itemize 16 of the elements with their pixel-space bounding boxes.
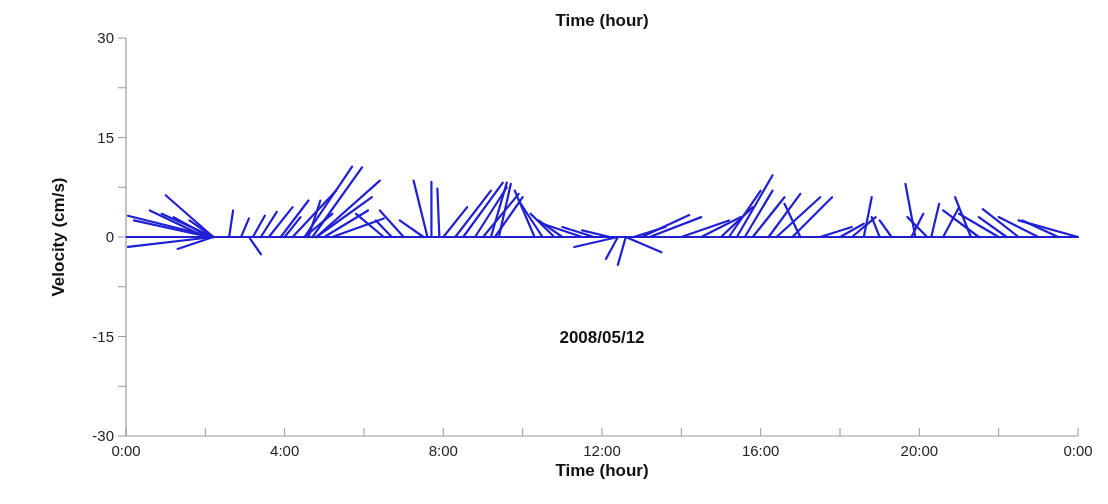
x-tick-label: 0:00 [111, 442, 141, 459]
x-tick-label: 8:00 [428, 442, 458, 459]
y-tick-label: 15 [97, 128, 114, 146]
y-tick-label: 30 [97, 29, 114, 47]
x-tick-label: 0:00 [1063, 442, 1093, 459]
x-tick-label: 20:00 [900, 442, 939, 459]
annotation: 2008/05/12 [559, 327, 645, 347]
x-tick-label: 16:00 [741, 442, 780, 459]
y-tick-label: 0 [105, 228, 114, 246]
y-tick-label: -15 [92, 327, 114, 345]
y-tick-label: -30 [92, 427, 114, 445]
text: Time (hour) [555, 11, 649, 30]
y-axis-title: Velocity (cm/s) [49, 177, 68, 297]
x-tick-label: 12:00 [583, 442, 621, 459]
x-tick-label: 4:00 [270, 442, 300, 459]
x-axis-title: Time (hour) [555, 461, 649, 480]
